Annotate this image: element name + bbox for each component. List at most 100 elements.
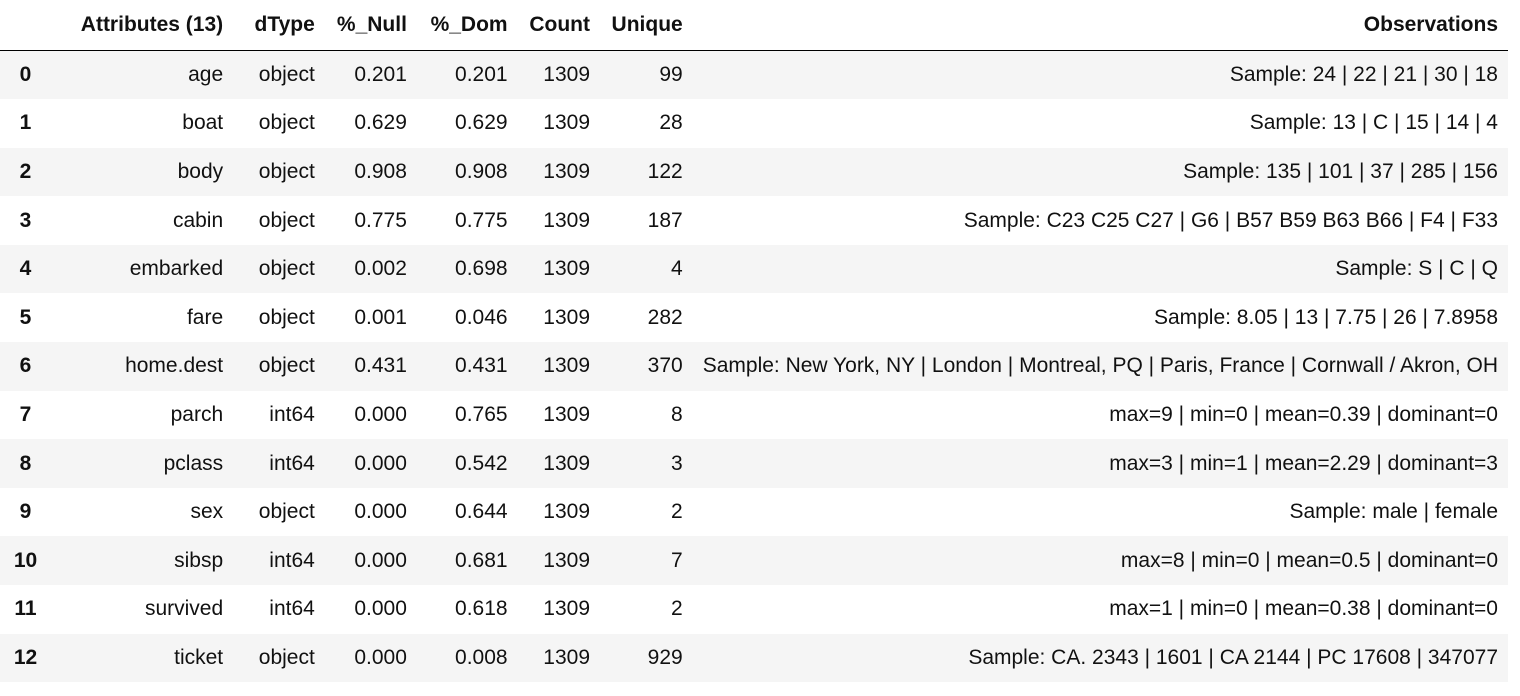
cell-count: 1309	[543, 208, 591, 232]
cell-dom-pct: 0.775	[455, 208, 508, 232]
cell-dom-pct: 0.698	[455, 257, 508, 281]
cell-attribute: cabin	[172, 208, 224, 232]
cell-null-pct: 0.775	[354, 208, 407, 232]
cell-dom-pct: 0.681	[455, 548, 508, 572]
cell-unique: 8	[671, 402, 683, 426]
cell-attribute: parch	[170, 402, 224, 426]
cell-unique: 28	[659, 111, 683, 135]
cell-dom-pct: 0.431	[455, 354, 508, 378]
cell-null-pct: 0.908	[354, 159, 407, 183]
cell-count: 1309	[543, 354, 591, 378]
cell-dtype: object	[258, 500, 315, 524]
cell-unique: 7	[671, 548, 683, 572]
row-index: 0	[19, 63, 32, 87]
cell-observations: Sample: 24 | 22 | 21 | 30 | 18	[1229, 63, 1498, 87]
cell-count: 1309	[543, 111, 591, 135]
cell-count: 1309	[543, 645, 591, 669]
table-header: Attributes (13) dType %_Null %_Dom Count…	[0, 0, 1508, 51]
row-index: 6	[19, 354, 32, 378]
cell-observations: max=9 | min=0 | mean=0.39 | dominant=0	[1109, 402, 1498, 426]
cell-null-pct: 0.000	[354, 402, 407, 426]
cell-attribute: pclass	[163, 451, 224, 475]
row-index: 8	[19, 451, 32, 475]
cell-count: 1309	[543, 63, 591, 87]
cell-count: 1309	[543, 548, 591, 572]
cell-null-pct: 0.201	[354, 63, 407, 87]
cell-count: 1309	[543, 597, 591, 621]
index-header	[0, 0, 52, 51]
cell-attribute: sex	[190, 500, 224, 524]
cell-null-pct: 0.001	[354, 305, 407, 329]
cell-dtype: int64	[269, 597, 315, 621]
row-index: 9	[19, 500, 32, 524]
cell-attribute: sibsp	[174, 548, 224, 572]
cell-count: 1309	[543, 257, 591, 281]
cell-unique: 2	[671, 597, 683, 621]
cell-dtype: int64	[269, 548, 315, 572]
cell-dtype: object	[258, 354, 315, 378]
header-row: Attributes (13) dType %_Null %_Dom Count…	[0, 0, 1508, 51]
cell-null-pct: 0.000	[354, 645, 407, 669]
cell-attribute: boat	[182, 111, 224, 135]
cell-dtype: object	[258, 257, 315, 281]
table-row: 10 sibsp int64 0.000 0.681 1309 7 max=8 | min=0…	[0, 536, 1508, 586]
cell-count: 1309	[543, 500, 591, 524]
cell-observations: max=1 | min=0 | mean=0.38 | dominant=0	[1109, 597, 1498, 621]
table-row: 12 ticket object 0.000 0.008 1309 929 Sample: C…	[0, 633, 1508, 683]
table-row: 4 embarked object 0.002 0.698 1309 4 Sample: S …	[0, 244, 1508, 294]
row-index: 10	[13, 548, 38, 572]
cell-attribute: embarked	[129, 257, 224, 281]
cell-dtype: object	[258, 111, 315, 135]
cell-dom-pct: 0.644	[455, 500, 508, 524]
cell-dom-pct: 0.046	[455, 305, 508, 329]
cell-count: 1309	[543, 305, 591, 329]
cell-null-pct: 0.000	[354, 548, 407, 572]
cell-dtype: object	[258, 159, 315, 183]
cell-dom-pct: 0.542	[455, 451, 508, 475]
cell-count: 1309	[543, 451, 591, 475]
cell-null-pct: 0.000	[354, 500, 407, 524]
cell-dom-pct: 0.201	[455, 63, 508, 87]
row-index: 12	[13, 645, 38, 669]
cell-unique: 929	[647, 645, 683, 669]
column-header-observations: Observations	[692, 0, 1508, 51]
table-row: 11 survived int64 0.000 0.618 1309 2 max=1 | mi…	[0, 585, 1508, 634]
cell-dtype: object	[258, 645, 315, 669]
cell-attribute: fare	[186, 305, 224, 329]
row-index: 11	[14, 597, 37, 621]
row-index: 5	[19, 305, 32, 329]
cell-null-pct: 0.000	[354, 597, 407, 621]
cell-null-pct: 0.002	[354, 257, 407, 281]
table-row: 6 home.dest object 0.431 0.431 1309 370 Sample:…	[0, 342, 1508, 391]
dataframe-table: Attributes (13) dType %_Null %_Dom Count…	[0, 0, 1508, 683]
table-row: 7 parch int64 0.000 0.765 1309 8 max=9 | min=0 …	[0, 391, 1508, 440]
cell-attribute: home.dest	[125, 354, 224, 378]
cell-observations: Sample: male | female	[1289, 500, 1498, 524]
cell-observations: Sample: New York, NY | London | Montreal…	[702, 354, 1498, 378]
column-header-attributes: Attributes (13)	[51, 0, 234, 51]
cell-observations: Sample: 13 | C | 15 | 14 | 4	[1249, 111, 1498, 135]
cell-observations: Sample: S | C | Q	[1335, 257, 1498, 281]
cell-dtype: int64	[269, 451, 315, 475]
row-index: 4	[19, 257, 32, 281]
cell-unique: 2	[671, 500, 683, 524]
cell-null-pct: 0.000	[354, 451, 407, 475]
cell-dtype: object	[258, 63, 315, 87]
cell-dom-pct: 0.618	[455, 597, 508, 621]
row-index: 1	[19, 111, 32, 135]
cell-null-pct: 0.629	[354, 111, 407, 135]
table-row: 5 fare object 0.001 0.046 1309 282 Sample: 8.05…	[0, 293, 1508, 342]
cell-dom-pct: 0.908	[455, 159, 508, 183]
cell-observations: Sample: CA. 2343 | 1601 | CA 2144 | PC 1…	[968, 645, 1498, 669]
column-header-count: Count	[517, 0, 601, 51]
table-row: 0 age object 0.201 0.201 1309 99 Sample: 24 | 2…	[0, 50, 1508, 100]
cell-observations: Sample: C23 C25 C27 | G6 | B57 B59 B63 B…	[963, 208, 1498, 232]
column-header-null: %_Null	[324, 0, 417, 51]
cell-dtype: object	[258, 208, 315, 232]
table-row: 3 cabin object 0.775 0.775 1309 187 Sample: C23…	[0, 196, 1508, 245]
row-index: 7	[19, 402, 32, 426]
cell-dtype: object	[258, 305, 315, 329]
column-header-unique: Unique	[600, 0, 693, 51]
cell-dtype: int64	[269, 402, 315, 426]
cell-observations: Sample: 135 | 101 | 37 | 285 | 156	[1183, 159, 1498, 183]
